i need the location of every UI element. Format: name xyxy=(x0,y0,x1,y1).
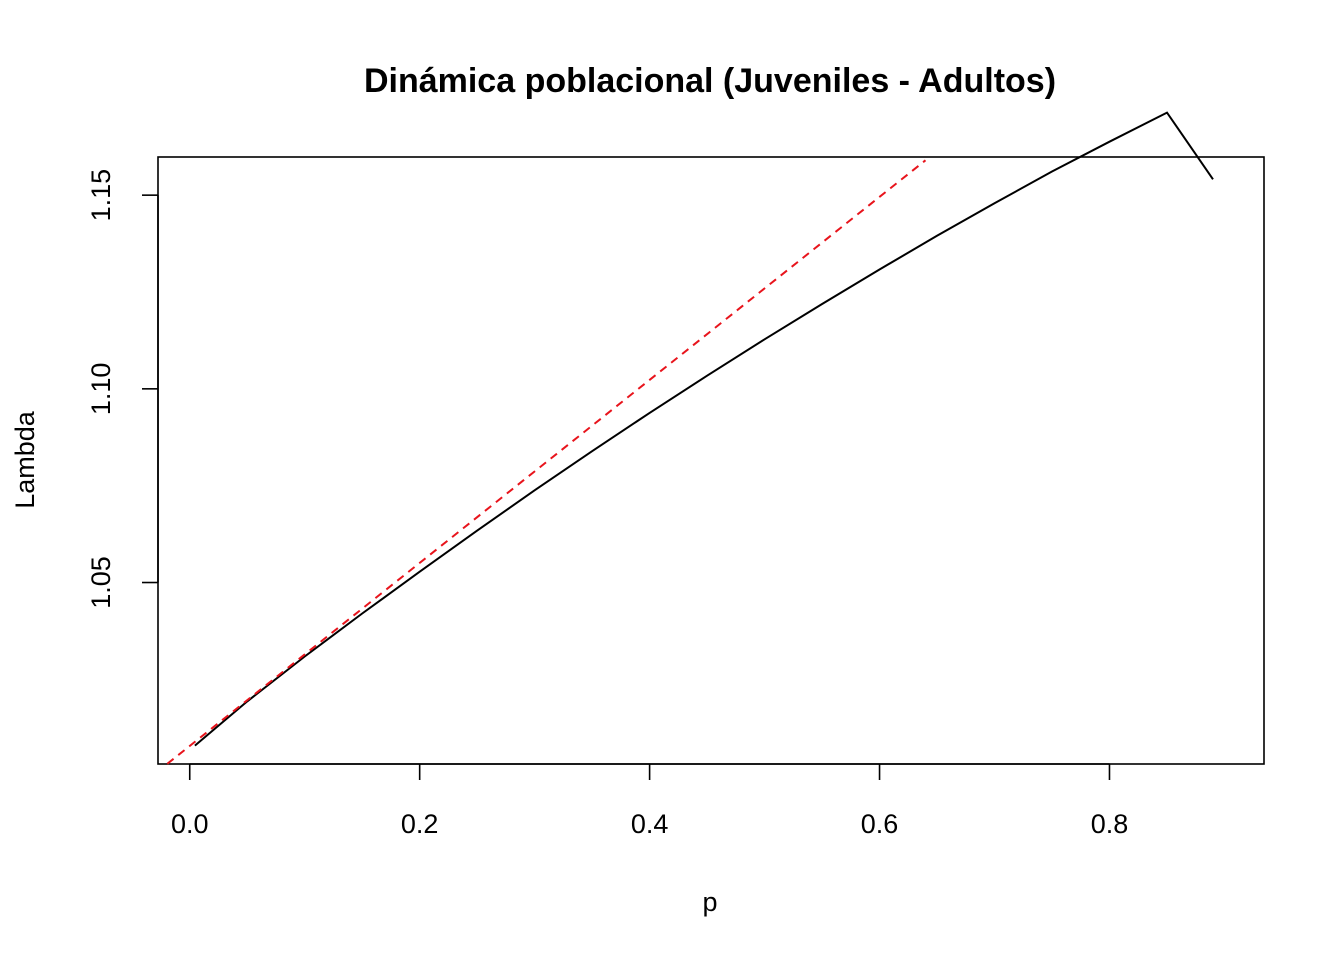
x-tick-label: 0.8 xyxy=(1091,809,1129,839)
y-tick-label: 1.15 xyxy=(86,169,116,222)
x-tick-label: 0.2 xyxy=(401,809,439,839)
reference-line-dashed xyxy=(166,159,927,765)
lambda-curve xyxy=(194,111,1214,747)
x-axis: 0.0 0.2 0.4 0.6 0.8 xyxy=(171,763,1129,839)
chart-title: Dinámica poblacional (Juveniles - Adulto… xyxy=(364,62,1056,100)
y-axis: 1.05 1.10 1.15 xyxy=(86,169,159,609)
x-axis-label: p xyxy=(702,887,717,917)
y-axis-label: Lambda xyxy=(10,410,40,509)
y-tick-label: 1.10 xyxy=(86,363,116,416)
series-layer xyxy=(166,111,1214,765)
plot-area xyxy=(157,156,1265,765)
x-tick-label: 0.4 xyxy=(631,809,669,839)
plot-frame xyxy=(157,156,1265,765)
y-tick-label: 1.05 xyxy=(86,556,116,609)
x-tick-label: 0.0 xyxy=(171,809,209,839)
x-tick-label: 0.6 xyxy=(861,809,899,839)
